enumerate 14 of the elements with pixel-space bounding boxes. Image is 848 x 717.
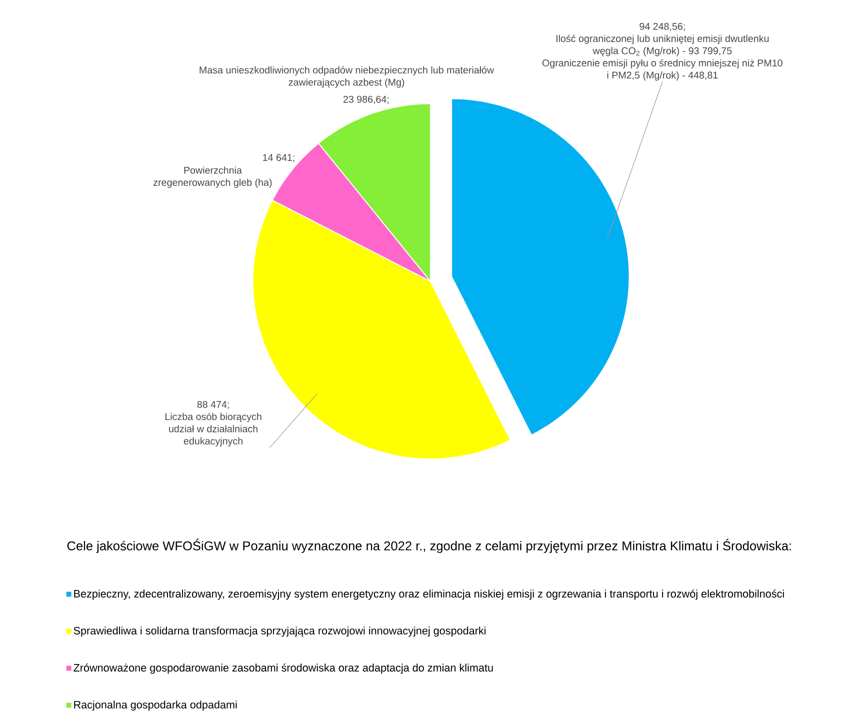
text: Masa unieszkodliwionych odpadów niebezpiecznych lub materiałów zawierających azbest (Mg) [200, 66, 494, 88]
legend-label: Sprawiedliwa i solidarna transformacja sprzyjająca rozwojowi innowacyjnej gospodarki [74, 626, 486, 637]
text: Ograniczenie emisji pyłu o średnicy mniejszej niż PM10 i PM2,5 (Mg/rok) - 448,81 [542, 59, 782, 81]
data-label: 88 474; [197, 401, 229, 410]
legend-label: Bezpieczny, zdecentralizowany, zeroemisyjny system energetyczny oraz eliminacja niskiej emisji z ogrzewania i transportu i rozwój elektromobilności [74, 590, 784, 600]
legend-title: Cele jakościowe WFOŚiGW w Pozaniu wyznaczone na 2022 r., zgodne z celami przyjętymi przez Ministra Klimatu i Środowiska: [67, 538, 791, 554]
text: Liczba osób biorących udział w działalniach edukacyjnych [165, 412, 262, 447]
text: Powierzchnia zregenerowanych gleb (ha) [154, 166, 272, 188]
data-label: 14 641; [263, 154, 294, 162]
data-label: 94 248,56; [640, 23, 685, 32]
data-label: 23 986,64; [343, 96, 389, 104]
text: Ilość ograniczonej lub unikniętej emisji dwutlenku węgla CO$_{2}$ (Mg/rok) - 93 799,75 [556, 34, 769, 56]
legend-label: Racjonalna gospodarka odpadami [74, 700, 237, 711]
legend-label: Zrównoważone gospodarowanie zasobami środowiska oraz adaptacja do zmian klimatu [74, 664, 493, 674]
